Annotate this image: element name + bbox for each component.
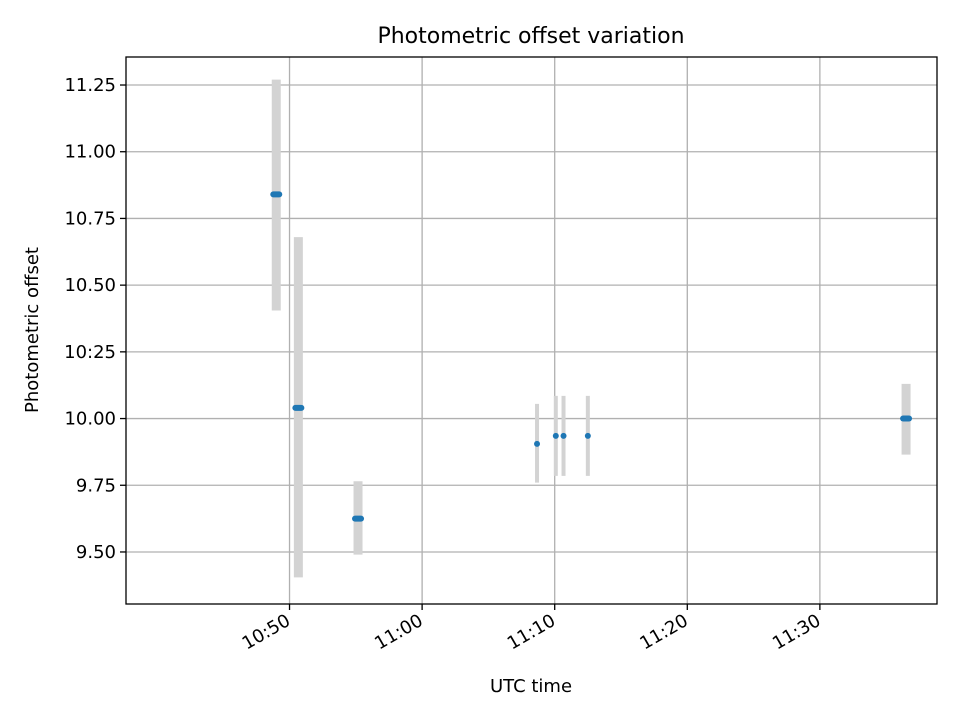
y-tick-label: 9.50 xyxy=(76,542,116,563)
x-tick-label: 11:00 xyxy=(371,610,426,654)
y-tick-label: 10.50 xyxy=(64,275,116,296)
data-point xyxy=(900,415,913,422)
grid-lines xyxy=(126,57,937,604)
data-point xyxy=(270,191,283,198)
data-point xyxy=(292,404,305,411)
y-axis-label: Photometric offset xyxy=(22,247,43,413)
y-tick-label: 11.00 xyxy=(64,142,116,163)
x-axis-label: UTC time xyxy=(490,676,572,697)
x-tick-label: 11:30 xyxy=(769,610,824,654)
data-point xyxy=(352,515,365,522)
y-tick-label: 10.75 xyxy=(64,208,116,229)
data-series xyxy=(270,79,913,578)
data-point xyxy=(584,432,591,439)
data-point xyxy=(560,432,567,439)
chart-title: Photometric offset variation xyxy=(377,24,684,49)
y-tick-label: 10:25 xyxy=(64,342,116,363)
data-point xyxy=(552,432,559,439)
x-tick-label: 11:10 xyxy=(504,610,559,654)
x-tick-label: 10:50 xyxy=(239,610,294,654)
x-tick-label: 11:20 xyxy=(636,610,691,654)
plot-frame xyxy=(125,56,938,605)
axis-ticks: 10:50 11:00 11:10 11:20 11:30 9.50 9.75 10.00 10… xyxy=(64,75,824,654)
y-tick-label: 9.75 xyxy=(76,475,116,496)
y-tick-label: 10.00 xyxy=(64,409,116,430)
y-tick-label: 11.25 xyxy=(64,75,116,96)
data-point xyxy=(534,440,541,447)
